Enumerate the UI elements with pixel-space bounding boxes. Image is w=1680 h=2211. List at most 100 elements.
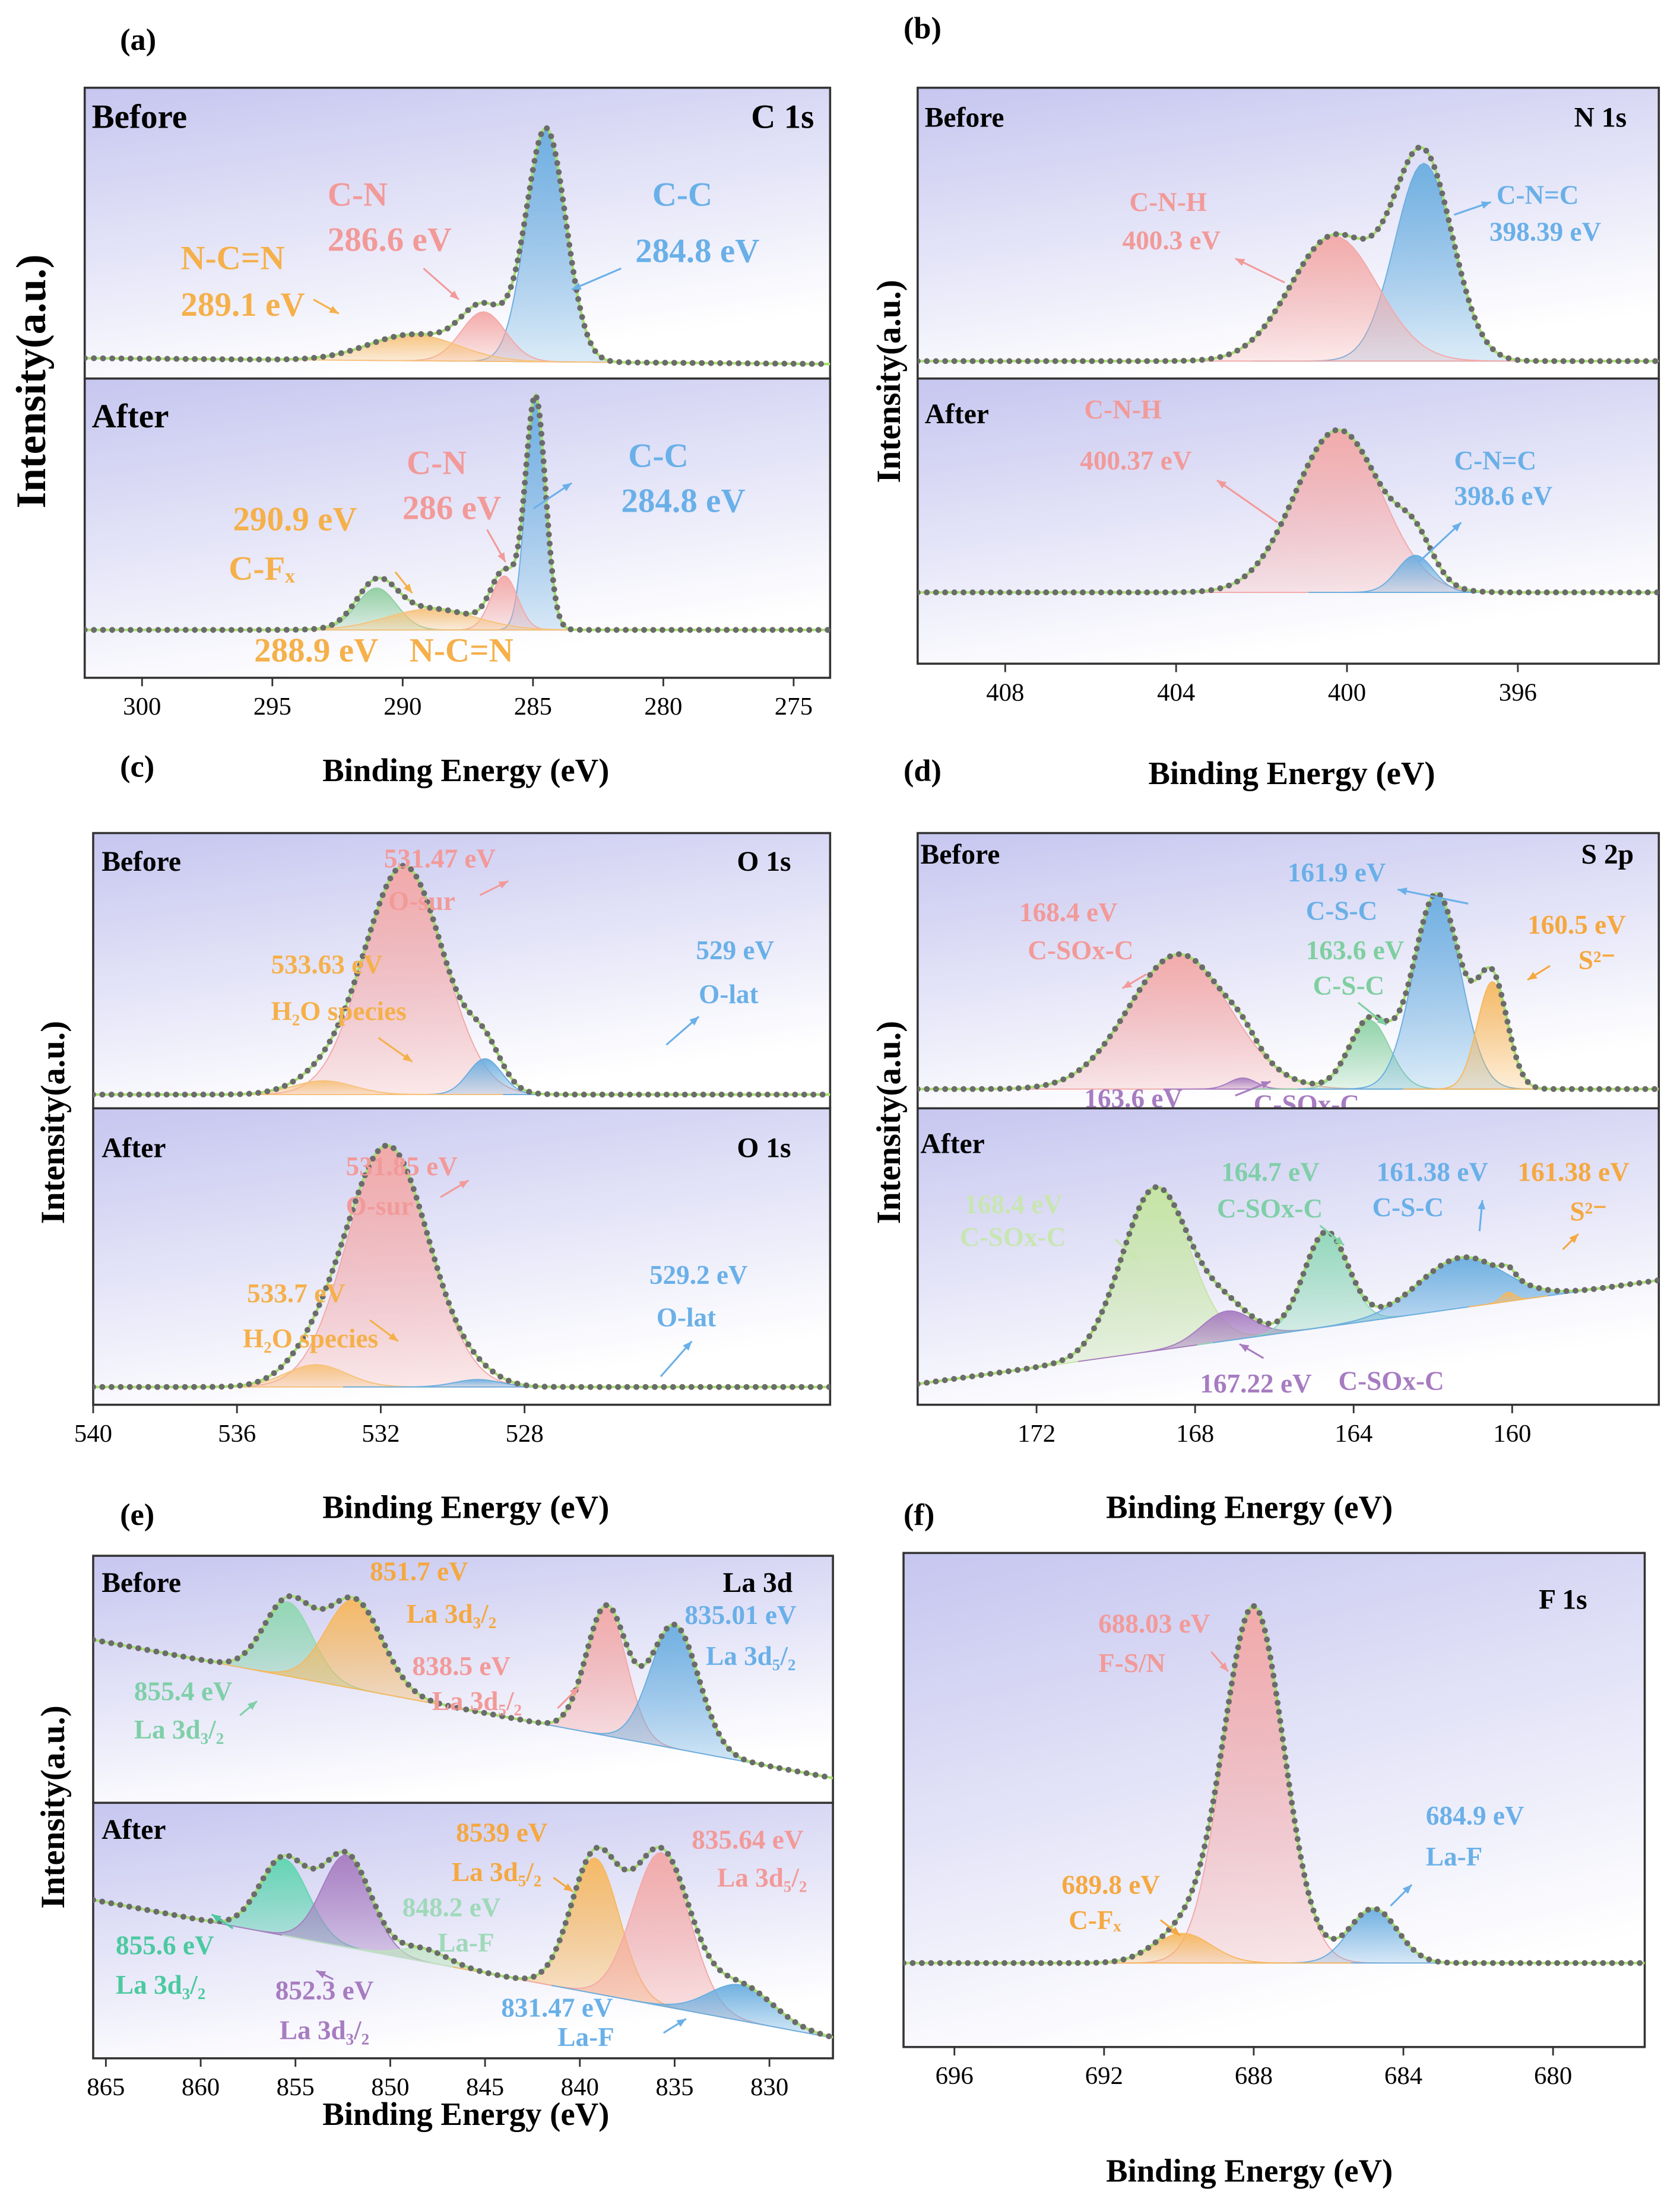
subplot-frame <box>92 1801 834 2060</box>
peak-annotation: 8539 eV <box>456 1817 548 1847</box>
peak-component <box>1014 1933 1351 1964</box>
peak-annotation: 835.01 eV <box>684 1600 797 1630</box>
fit-envelope <box>93 864 831 1096</box>
plot-area <box>917 890 1659 1092</box>
arrow-head <box>1235 258 1245 267</box>
peak-annotation: O-sur <box>388 886 455 916</box>
arrow-head <box>402 1053 413 1062</box>
arrow-head <box>1171 1927 1181 1936</box>
arrow-head <box>247 1701 257 1710</box>
peak-annotation: 684.9 eV <box>1426 1801 1524 1831</box>
peak-annotation: 529.2 eV <box>649 1260 748 1290</box>
data-points <box>904 1603 1645 1966</box>
plot-area <box>917 1184 1659 1387</box>
peak-component <box>386 1058 584 1096</box>
x-tick-label: 408 <box>986 678 1024 706</box>
x-tick-label: 696 <box>936 2062 974 2090</box>
x-tick-label: 830 <box>750 2073 788 2101</box>
data-points <box>93 1142 831 1390</box>
arrow-head <box>563 1883 573 1892</box>
peak-component <box>1077 235 1591 362</box>
arrow-head <box>403 583 413 594</box>
arrow-head <box>683 1341 692 1351</box>
peak-annotation: 290.9 eV <box>233 500 357 538</box>
peak-annotation: C-N <box>328 176 388 213</box>
x-tick-label: 295 <box>253 693 291 721</box>
peak-annotation: C-N=C <box>1497 180 1579 210</box>
peak-annotation: 529 eV <box>696 935 774 965</box>
x-tick-label: 835 <box>655 2073 693 2101</box>
peak-component <box>1468 1292 1548 1308</box>
arrow-head <box>1481 201 1491 209</box>
peak-annotation: F-S/N <box>1098 1648 1165 1678</box>
panel-label: (c) <box>120 750 154 784</box>
subplot-tag: After <box>925 399 989 430</box>
subplot-tag: Before <box>921 839 1000 870</box>
x-tick-label: 290 <box>383 693 421 721</box>
fit-envelope <box>93 1594 833 1779</box>
peak-annotation: 400.3 eV <box>1123 226 1221 255</box>
x-tick-label: 684 <box>1384 2062 1422 2090</box>
x-tick-label: 532 <box>362 1420 400 1448</box>
peak-annotation: 167.22 eV <box>1200 1369 1312 1398</box>
x-tick-label: 168 <box>1176 1420 1214 1448</box>
y-axis-label: Intensity(a.u.) <box>34 1021 72 1224</box>
element-label: O 1s <box>737 1133 791 1164</box>
plot-area <box>917 144 1659 364</box>
arrow-head <box>1128 1250 1138 1260</box>
peak-annotation: C-S-C <box>1313 970 1384 1000</box>
peak-annotation: 533.7 eV <box>247 1279 345 1308</box>
peak-annotation: O-lat <box>657 1302 716 1332</box>
x-tick-label: 164 <box>1335 1420 1372 1448</box>
x-tick-label: 404 <box>1157 678 1195 706</box>
y-axis-label: Intensity(a.u.) <box>34 1705 72 1908</box>
x-tick-label: 865 <box>87 2073 125 2101</box>
arrow-head <box>1260 1081 1271 1089</box>
arrow-head <box>449 290 459 300</box>
peak-annotation: 168.4 eV <box>1019 897 1118 927</box>
peak-annotation: La 3d₃/₂ <box>280 2015 369 2045</box>
peak-annotation: 688.03 eV <box>1098 1609 1210 1638</box>
peak-annotation: La-F <box>1426 1842 1482 1871</box>
peak-annotation: C-N=C <box>1454 446 1536 475</box>
arrow-head <box>1335 1236 1344 1245</box>
x-tick-label: 528 <box>506 1420 544 1448</box>
x-tick-label: 172 <box>1017 1420 1055 1448</box>
peak-annotation: 398.39 eV <box>1489 217 1602 247</box>
arrow <box>1235 258 1285 284</box>
peak-component <box>1308 554 1523 593</box>
peak-annotation: 284.8 eV <box>635 233 759 270</box>
peak-annotation: 400.37 eV <box>1080 446 1192 475</box>
element-label: F 1s <box>1539 1585 1587 1616</box>
subplot-tag: After <box>102 1133 166 1164</box>
x-tick-label: 845 <box>466 2073 504 2101</box>
arrow-head <box>1216 480 1227 489</box>
peak-annotation: S²⁻ <box>1578 946 1616 975</box>
arrow-head <box>1377 1016 1387 1025</box>
arrow-head <box>316 1971 327 1978</box>
peak-annotation: 163.6 eV <box>1306 935 1405 965</box>
arrow-head <box>1402 1885 1412 1894</box>
peak-annotation: 286.6 eV <box>328 221 452 259</box>
arrow-head <box>1122 980 1133 989</box>
x-tick-label: 860 <box>182 2073 220 2101</box>
peak-annotation: La-F <box>557 2022 614 2052</box>
peak-annotation: 531.85 eV <box>346 1152 458 1181</box>
peak-annotation: H₂O species <box>243 1324 378 1353</box>
x-tick-label: 840 <box>561 2073 599 2101</box>
arrow-head <box>562 483 572 491</box>
arrow-head <box>459 1180 469 1188</box>
x-axis-label: Binding Energy (eV) <box>322 2096 609 2132</box>
plot-area <box>84 389 831 633</box>
peak-annotation: 164.7 eV <box>1221 1157 1320 1187</box>
arrow-head <box>569 1687 579 1696</box>
peak-annotation: 855.6 eV <box>116 1931 214 1961</box>
arrow-head <box>676 2019 686 2027</box>
peak-annotation: C-C <box>628 437 688 474</box>
peak-annotation: C-SOx-C <box>1028 935 1133 965</box>
panel-label: (b) <box>904 11 942 46</box>
subplot-tag: Before <box>925 102 1004 133</box>
peak-annotation: C-SOx-C <box>1217 1194 1323 1223</box>
data-points <box>93 1844 833 2041</box>
x-tick-label: 280 <box>644 693 682 721</box>
